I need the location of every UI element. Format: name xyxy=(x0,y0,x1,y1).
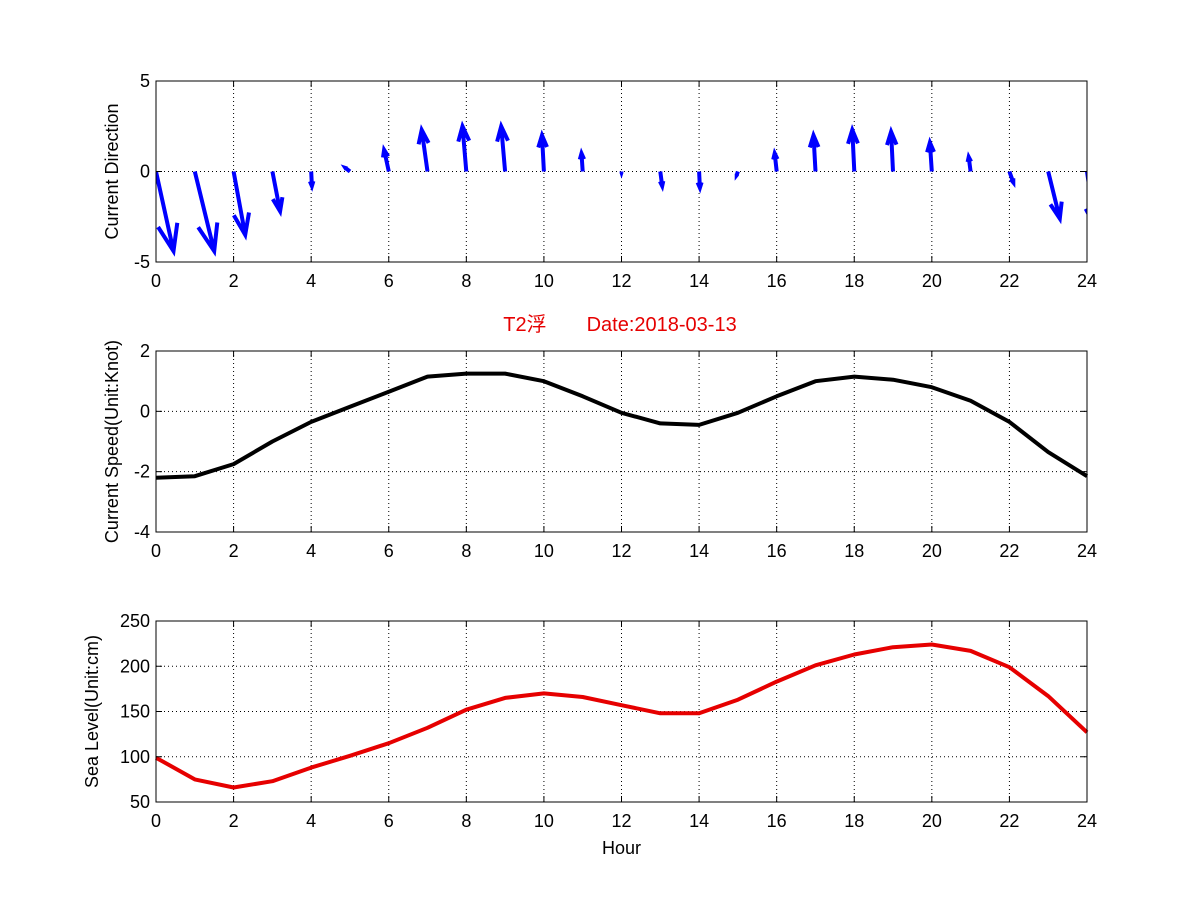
x-tick-label: 2 xyxy=(229,271,239,291)
y-tick-label: 250 xyxy=(120,611,150,631)
y-tick-label: 0 xyxy=(140,401,150,421)
quiver-arrow xyxy=(885,125,899,172)
y-tick-label: 150 xyxy=(120,702,150,722)
x-tick-label: 22 xyxy=(999,271,1019,291)
x-tick-label: 4 xyxy=(306,271,316,291)
x-tick-label: 12 xyxy=(611,811,631,831)
quiver-arrow xyxy=(658,171,666,192)
x-tick-label: 10 xyxy=(534,811,554,831)
x-tick-label: 14 xyxy=(689,811,709,831)
quiver-arrow xyxy=(340,164,352,174)
y-tick-label: 0 xyxy=(140,162,150,182)
x-tick-label: 8 xyxy=(461,811,471,831)
quiver-arrow xyxy=(695,171,704,194)
figure-title: T2浮 Date:2018-03-13 xyxy=(503,313,736,336)
x-tick-label: 24 xyxy=(1077,541,1097,561)
quiver-arrow xyxy=(734,170,740,181)
y-tick-label: -2 xyxy=(134,462,150,482)
quiver-arrow xyxy=(192,171,220,257)
quiver-arrow xyxy=(1007,170,1016,189)
x-tick-label: 24 xyxy=(1077,271,1097,291)
x-tick-label: 10 xyxy=(534,541,554,561)
quiver-arrow xyxy=(381,144,391,172)
y-tick-label: -5 xyxy=(134,252,150,272)
arrows-group xyxy=(156,120,1087,257)
y-tick-label: 5 xyxy=(140,71,150,91)
quiver-arrow xyxy=(231,171,251,241)
series-line xyxy=(155,642,1089,790)
quiver-arrow xyxy=(1046,171,1064,225)
y-tick-label: 200 xyxy=(120,656,150,676)
quiver-arrow xyxy=(456,120,472,172)
x-tick-label: 16 xyxy=(767,811,787,831)
y-tick-label: -4 xyxy=(134,522,150,542)
x-tick-label: 6 xyxy=(384,271,394,291)
series-line xyxy=(155,371,1089,480)
x-axis-label: Hour xyxy=(602,838,641,858)
x-tick-label: 14 xyxy=(689,271,709,291)
quiver-arrow xyxy=(536,129,549,172)
x-tick-label: 22 xyxy=(999,811,1019,831)
x-tick-label: 10 xyxy=(534,271,554,291)
x-tick-label: 8 xyxy=(461,271,471,291)
x-tick-label: 14 xyxy=(689,541,709,561)
x-tick-label: 2 xyxy=(229,541,239,561)
quiver-arrow xyxy=(925,136,936,172)
x-tick-label: 0 xyxy=(151,811,161,831)
y-axis-label: Current Speed(Unit:Knot) xyxy=(102,340,122,543)
x-tick-label: 4 xyxy=(306,541,316,561)
x-tick-label: 20 xyxy=(922,811,942,831)
x-tick-label: 0 xyxy=(151,541,161,561)
quiver-arrow xyxy=(495,120,510,172)
x-tick-label: 12 xyxy=(611,271,631,291)
x-tick-label: 0 xyxy=(151,271,161,291)
y-tick-label: 100 xyxy=(120,747,150,767)
x-tick-label: 4 xyxy=(306,811,316,831)
quiver-arrow xyxy=(577,147,586,172)
x-tick-label: 24 xyxy=(1077,811,1097,831)
x-tick-label: 18 xyxy=(844,811,864,831)
x-tick-label: 18 xyxy=(844,271,864,291)
y-tick-label: 50 xyxy=(130,792,150,812)
x-tick-label: 16 xyxy=(767,541,787,561)
quiver-arrow xyxy=(846,124,860,172)
x-tick-label: 6 xyxy=(384,541,394,561)
quiver-arrow xyxy=(807,129,821,172)
quiver-arrow xyxy=(771,147,780,172)
x-tick-label: 22 xyxy=(999,541,1019,561)
y-axis-label: Current Direction xyxy=(102,103,122,239)
y-axis-label: Sea Level(Unit:cm) xyxy=(82,635,102,788)
quiver-arrow xyxy=(416,124,431,172)
quiver-arrow xyxy=(308,171,316,192)
x-tick-label: 18 xyxy=(844,541,864,561)
x-tick-label: 12 xyxy=(611,541,631,561)
quiver-arrow xyxy=(156,171,180,257)
x-tick-label: 2 xyxy=(229,811,239,831)
x-tick-label: 20 xyxy=(922,541,942,561)
x-tick-label: 20 xyxy=(922,271,942,291)
quiver-arrow xyxy=(270,171,285,218)
x-tick-label: 16 xyxy=(767,271,787,291)
y-tick-label: 2 xyxy=(140,341,150,361)
quiver-arrow xyxy=(965,151,973,172)
x-tick-label: 6 xyxy=(384,811,394,831)
x-tick-label: 8 xyxy=(461,541,471,561)
